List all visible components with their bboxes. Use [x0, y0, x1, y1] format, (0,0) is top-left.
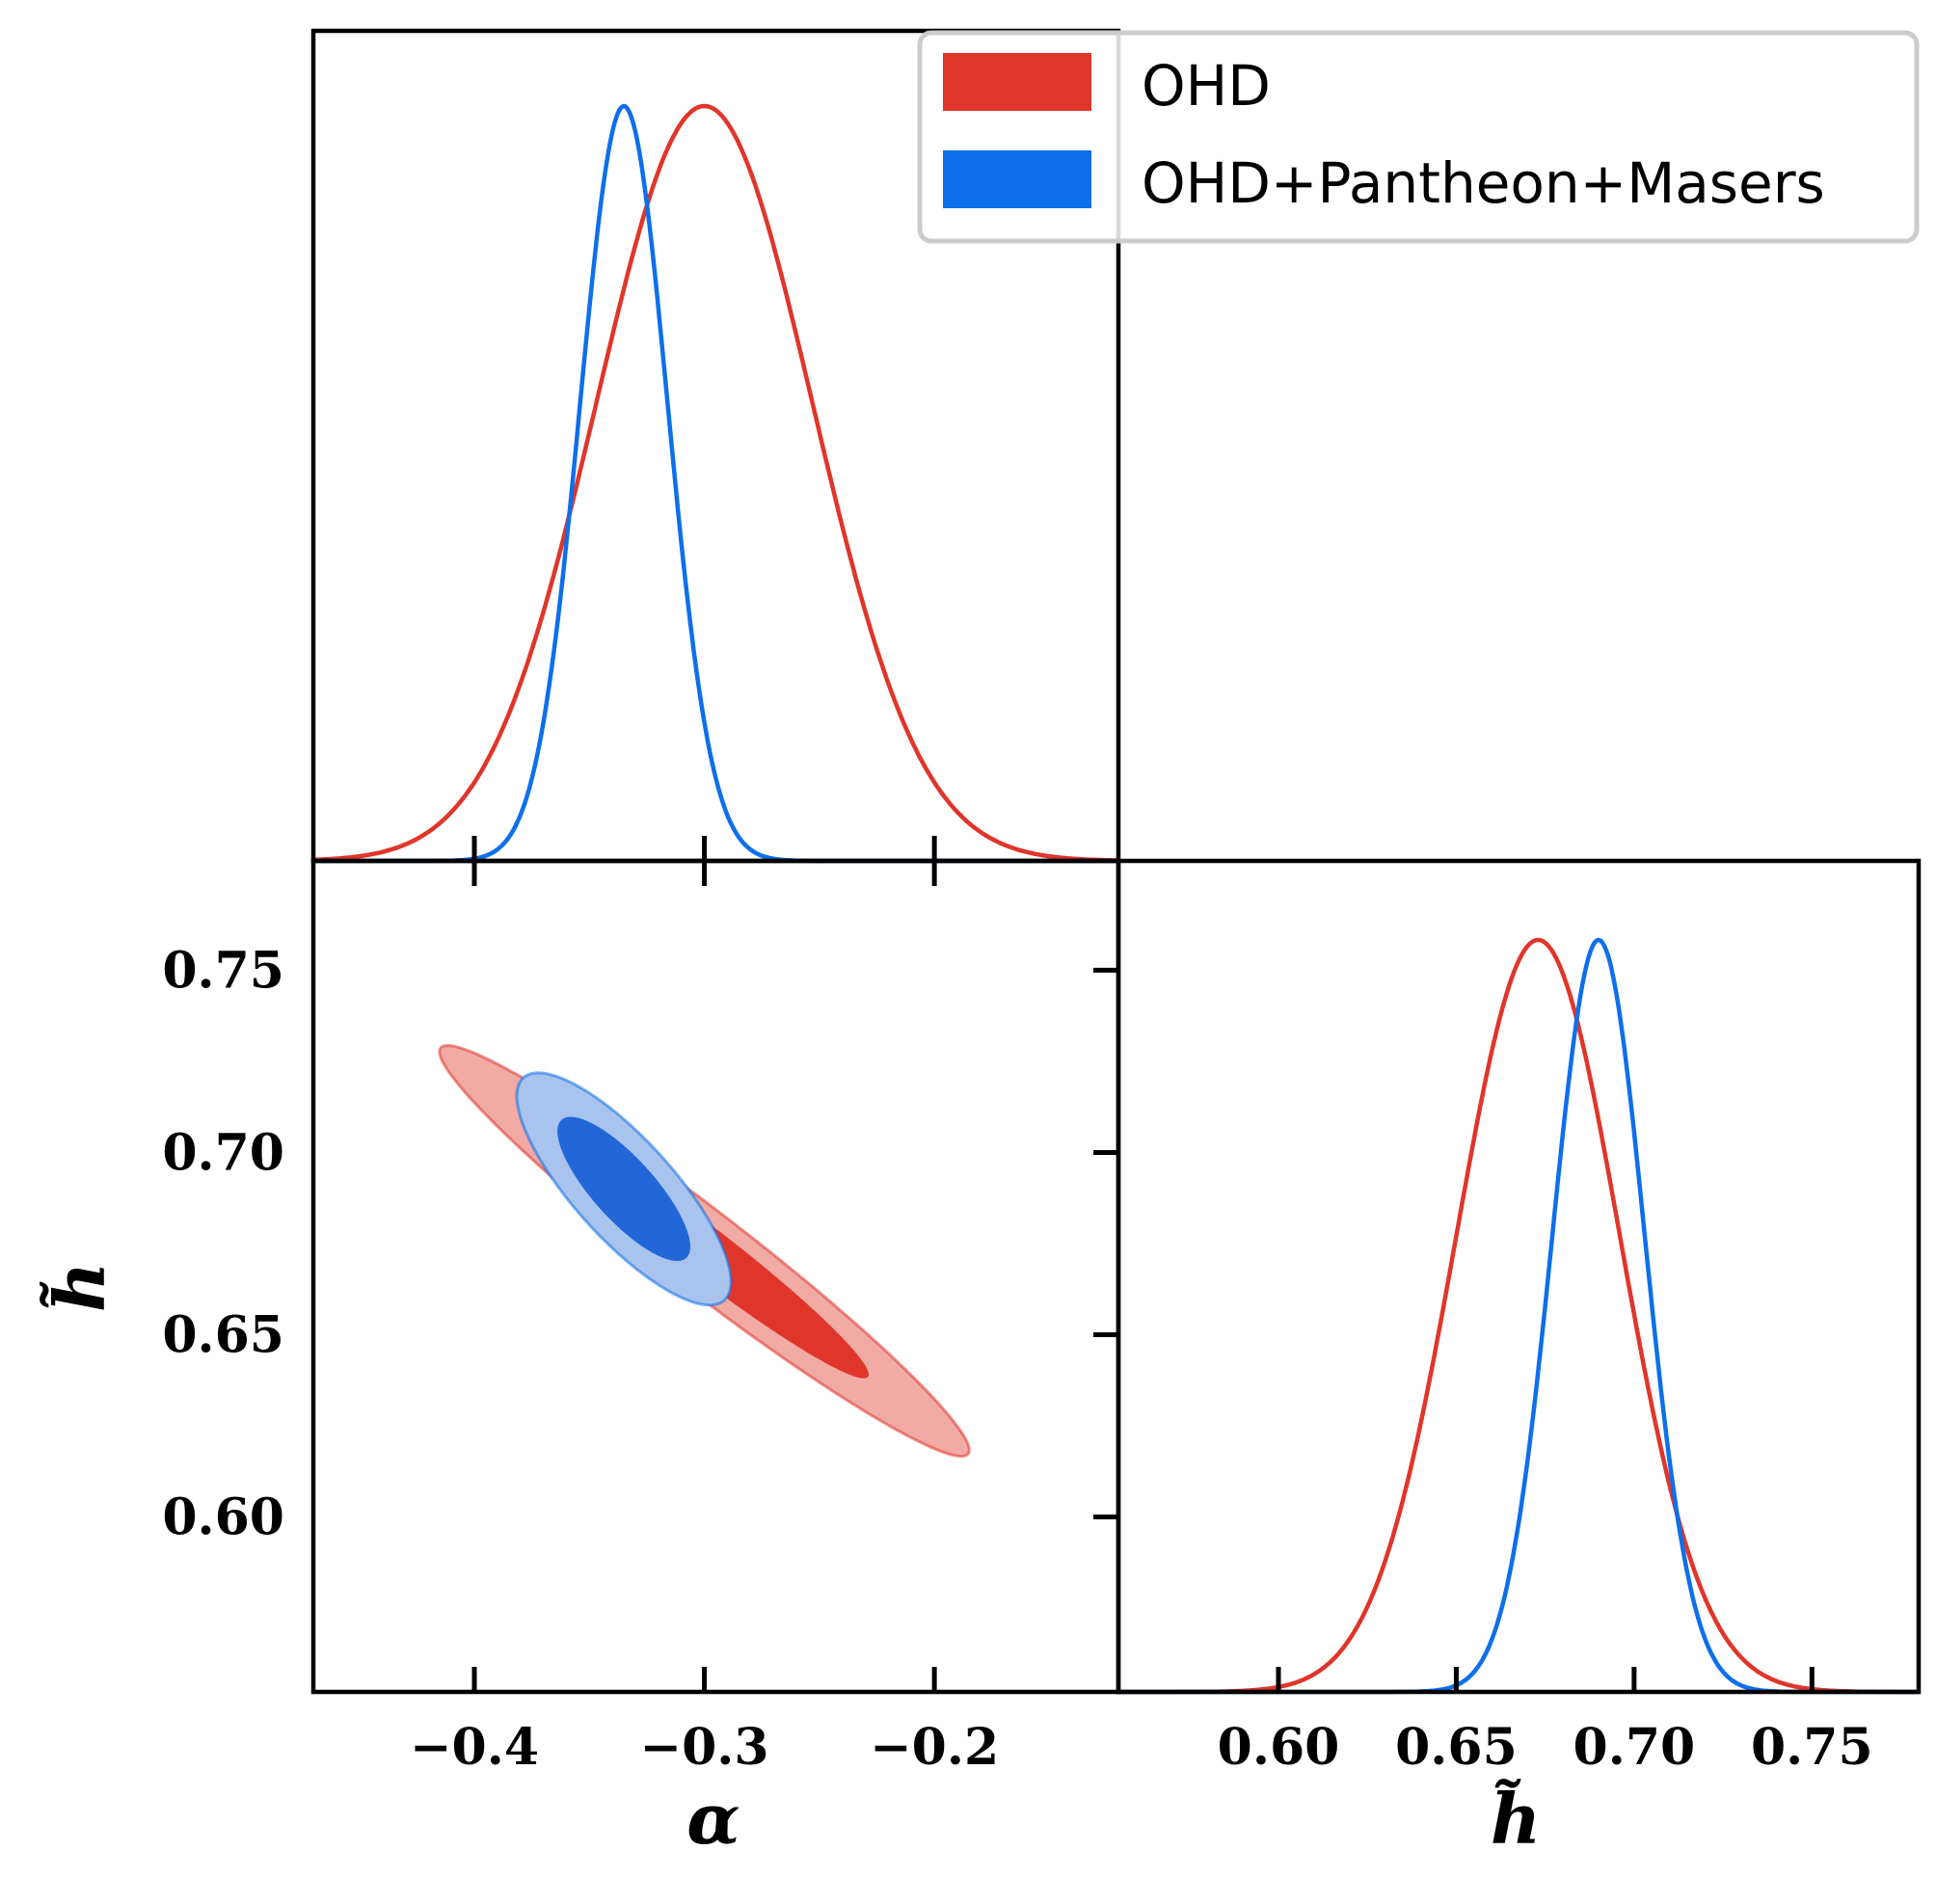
h-x-tick-label: 0.70 — [1573, 1718, 1696, 1777]
marginal-curves — [312, 103, 1919, 1695]
h-y-tick-label: 0.75 — [162, 941, 284, 1000]
h-marginal-frame — [1116, 858, 1922, 1695]
h-marginal-curve-ohd — [1118, 937, 1919, 1695]
h-x-tick-label: 0.60 — [1218, 1718, 1340, 1777]
h-x-tick-label: 0.75 — [1751, 1718, 1873, 1777]
legend-swatch-combined — [943, 150, 1091, 208]
legend: OHD OHD+Pantheon+Masers — [917, 30, 1920, 244]
legend-swatch-ohd — [943, 53, 1091, 111]
alpha-marginal-curve-ohd — [312, 103, 1118, 863]
h-y-tick-label: 0.70 — [162, 1123, 284, 1182]
legend-box — [917, 30, 1920, 244]
alpha-tick-label: −0.2 — [870, 1718, 999, 1777]
axis-ticks — [471, 836, 1815, 1692]
x-axis-title-h: h̃ — [1491, 1778, 1541, 1860]
contour-68-combined — [557, 1116, 690, 1261]
h-x-tick-label: 0.65 — [1395, 1718, 1518, 1777]
x-axis-title-alpha: α — [686, 1778, 739, 1860]
axis-labels: −0.4 −0.3 −0.2 0.60 0.65 0.70 0.75 0.60 … — [39, 941, 1873, 1860]
h-marginal-curve-combined — [1118, 937, 1919, 1695]
legend-label-ohd: OHD — [1142, 53, 1271, 119]
y-axis-title-h: h̃ — [39, 1262, 121, 1312]
h-y-tick-label: 0.60 — [162, 1488, 284, 1547]
panel-frames — [310, 28, 1922, 1695]
h-y-tick-label: 0.65 — [162, 1305, 284, 1364]
alpha-tick-label: −0.4 — [410, 1718, 539, 1777]
alpha-h-contour-panel — [438, 1044, 971, 1459]
legend-label-combined: OHD+Pantheon+Masers — [1142, 150, 1825, 216]
alpha-tick-label: −0.3 — [640, 1718, 769, 1777]
